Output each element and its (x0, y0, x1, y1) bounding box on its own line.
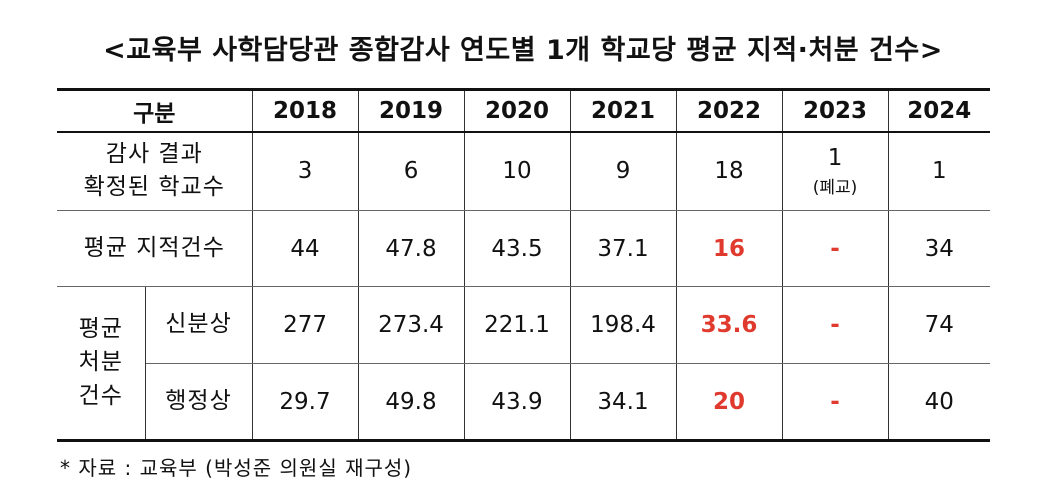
table-cell-2023: 1 (폐교) (781, 131, 889, 211)
table-cell-dash: - (781, 363, 889, 441)
label-line: 평균 (78, 315, 123, 342)
table-cell: 6 (357, 131, 465, 211)
header-year: 2019 (357, 89, 465, 133)
header-category: 구분 (57, 89, 253, 133)
table-cell: 29.7 (251, 363, 359, 441)
table-cell-dash: - (781, 286, 889, 364)
table-cell-dash: - (781, 210, 889, 287)
label-line: 건수 (78, 382, 123, 409)
table-cell: 221.1 (463, 286, 571, 364)
table-cell: 18 (675, 131, 783, 211)
table-cell: 44 (251, 210, 359, 287)
table-cell: 47.8 (357, 210, 465, 287)
table-cell: 74 (887, 286, 991, 364)
header-year: 2021 (569, 89, 677, 133)
label-line: 처분 (78, 349, 123, 376)
table-cell: 10 (463, 131, 571, 211)
label-line: 감사 결과 (105, 140, 203, 167)
header-year: 2022 (675, 89, 783, 133)
table-cell: 3 (251, 131, 359, 211)
table-cell-highlight: 33.6 (675, 286, 783, 364)
row-label-personal: 신분상 (144, 286, 253, 364)
table-cell: 198.4 (569, 286, 677, 364)
header-year: 2023 (781, 89, 889, 133)
source-note: * 자료 : 교육부 (박성준 의원실 재구성) (60, 456, 413, 480)
table-title: <교육부 사학담당관 종합감사 연도별 1개 학교당 평균 지적·처분 건수> (103, 35, 943, 66)
cell-value: 1 (827, 144, 843, 171)
table-cell-highlight: 20 (675, 363, 783, 441)
table-cell: 277 (251, 286, 359, 364)
table-cell: 273.4 (357, 286, 465, 364)
row-label-schools: 감사 결과 확정된 학교수 (57, 131, 253, 211)
table-row: 평균 처분 건수 신분상 277 273.4 221.1 198.4 33.6 … (57, 286, 991, 441)
table-cell: 49.8 (357, 363, 465, 441)
closed-note: (폐교) (812, 177, 858, 198)
header-year: 2020 (463, 89, 571, 133)
header-year: 2024 (887, 89, 991, 133)
table-cell: 9 (569, 131, 677, 211)
table-cell-highlight: 16 (675, 210, 783, 287)
row-group-label-dispositions: 평균 처분 건수 (57, 286, 146, 441)
table-cell: 43.9 (463, 363, 571, 441)
table-row: 감사 결과 확정된 학교수 3 6 10 9 18 1 (폐교) 1 (57, 131, 991, 211)
table-cell: 1 (887, 131, 991, 211)
header-year: 2018 (251, 89, 359, 133)
label-line: 확정된 학교수 (83, 174, 225, 201)
row-label-findings: 평균 지적건수 (57, 210, 253, 287)
table-cell: 37.1 (569, 210, 677, 287)
table-cell: 43.5 (463, 210, 571, 287)
table-cell: 40 (887, 363, 991, 441)
table-row: 평균 지적건수 44 47.8 43.5 37.1 16 - 34 (57, 210, 991, 287)
table-cell: 34.1 (569, 363, 677, 441)
header-row: 구분 2018 2019 2020 2021 2022 2023 2024 (57, 89, 991, 133)
row-label-admin: 행정상 (145, 363, 253, 441)
table-row: 행정상 29.7 49.8 43.9 34.1 20 - 40 (57, 363, 991, 441)
table-cell: 34 (887, 210, 991, 287)
audit-table: 구분 2018 2019 2020 2021 2022 2023 2024 감사… (57, 88, 991, 442)
